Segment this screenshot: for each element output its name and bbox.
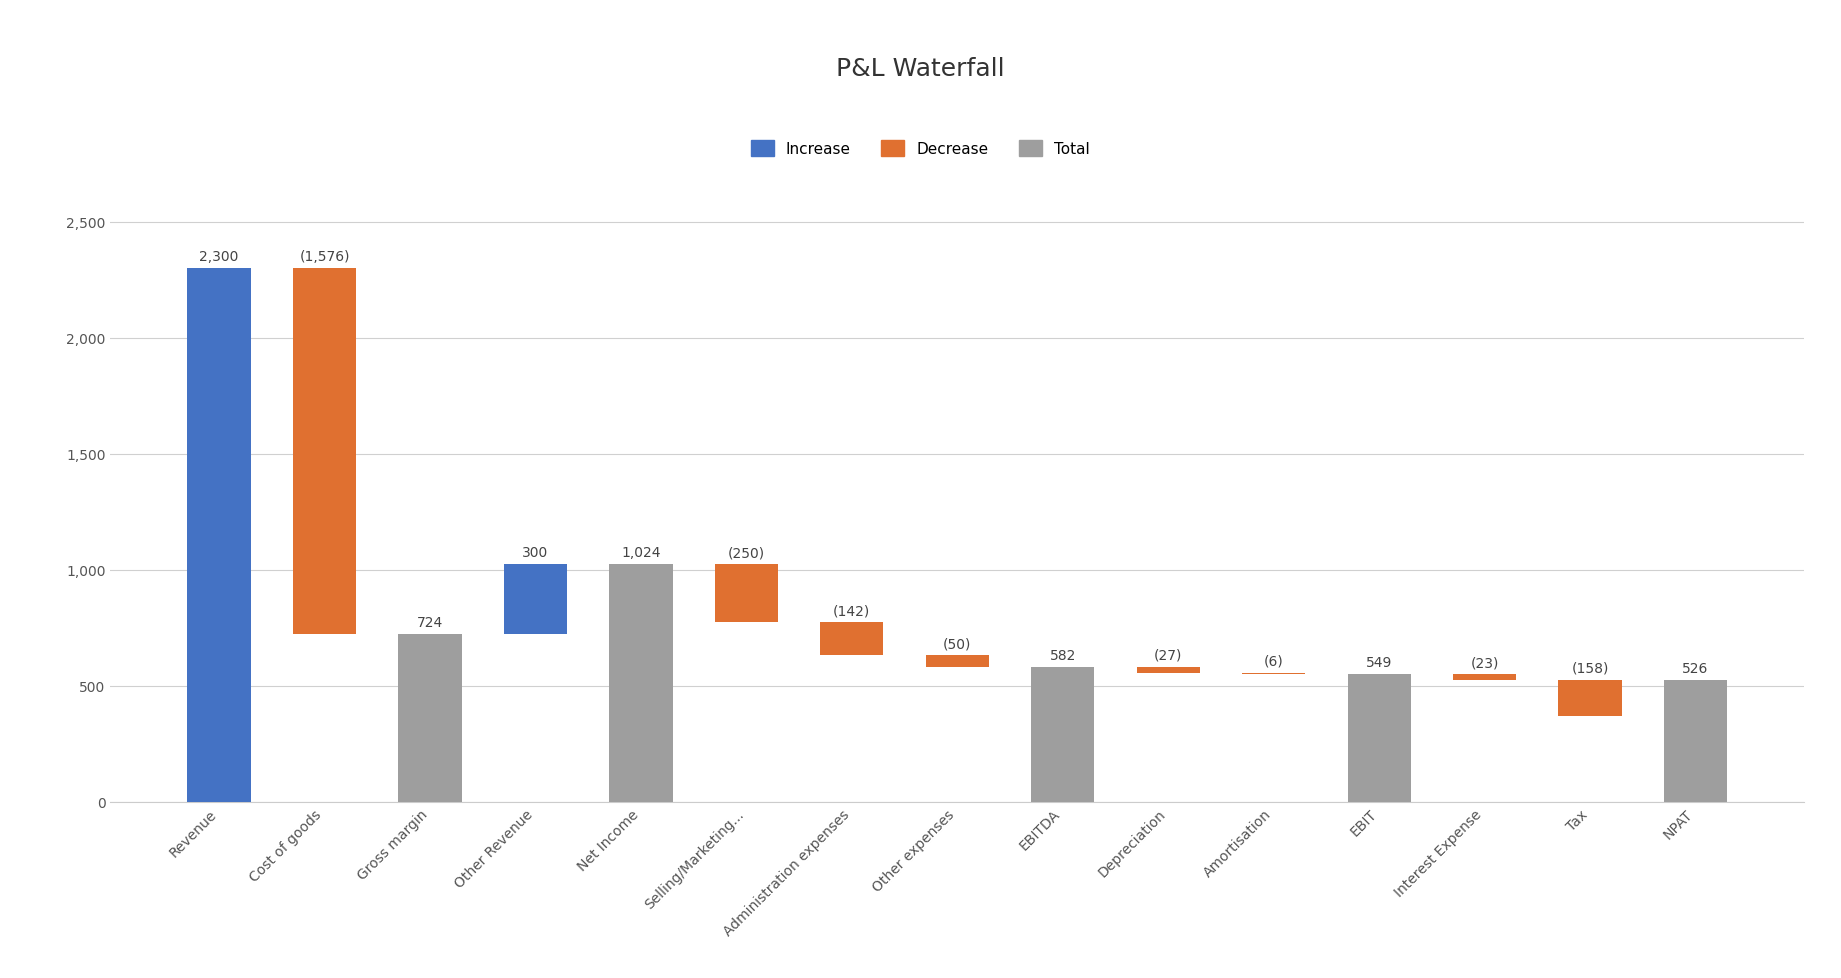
Text: (6): (6) (1263, 654, 1283, 668)
Bar (1664, 680, 1727, 802)
Bar (926, 655, 989, 667)
Text: 724: 724 (416, 615, 444, 629)
Bar (504, 564, 567, 634)
Bar (1243, 673, 1305, 675)
Bar (188, 269, 250, 802)
Text: 1,024: 1,024 (620, 546, 661, 559)
Text: P&L Waterfall: P&L Waterfall (836, 57, 1005, 80)
Text: 300: 300 (523, 546, 549, 559)
Legend: Increase, Decrease, Total: Increase, Decrease, Total (746, 135, 1095, 163)
Text: 582: 582 (1049, 648, 1075, 662)
Bar (1031, 667, 1094, 802)
Bar (609, 564, 672, 802)
Text: (1,576): (1,576) (300, 249, 350, 264)
Text: 549: 549 (1366, 655, 1392, 670)
Text: (158): (158) (1572, 661, 1609, 675)
Bar (293, 269, 355, 634)
Bar (821, 623, 884, 655)
Bar (1136, 667, 1200, 673)
Bar (1559, 680, 1622, 717)
Text: (250): (250) (727, 546, 766, 559)
Text: (50): (50) (943, 637, 972, 650)
Text: (23): (23) (1471, 655, 1499, 670)
Text: 526: 526 (1683, 661, 1708, 675)
Bar (714, 564, 779, 623)
Bar (1453, 675, 1517, 680)
Text: (142): (142) (834, 603, 871, 617)
Text: 2,300: 2,300 (199, 249, 239, 264)
Bar (1348, 675, 1410, 802)
Text: (27): (27) (1154, 648, 1182, 662)
Bar (398, 634, 462, 802)
